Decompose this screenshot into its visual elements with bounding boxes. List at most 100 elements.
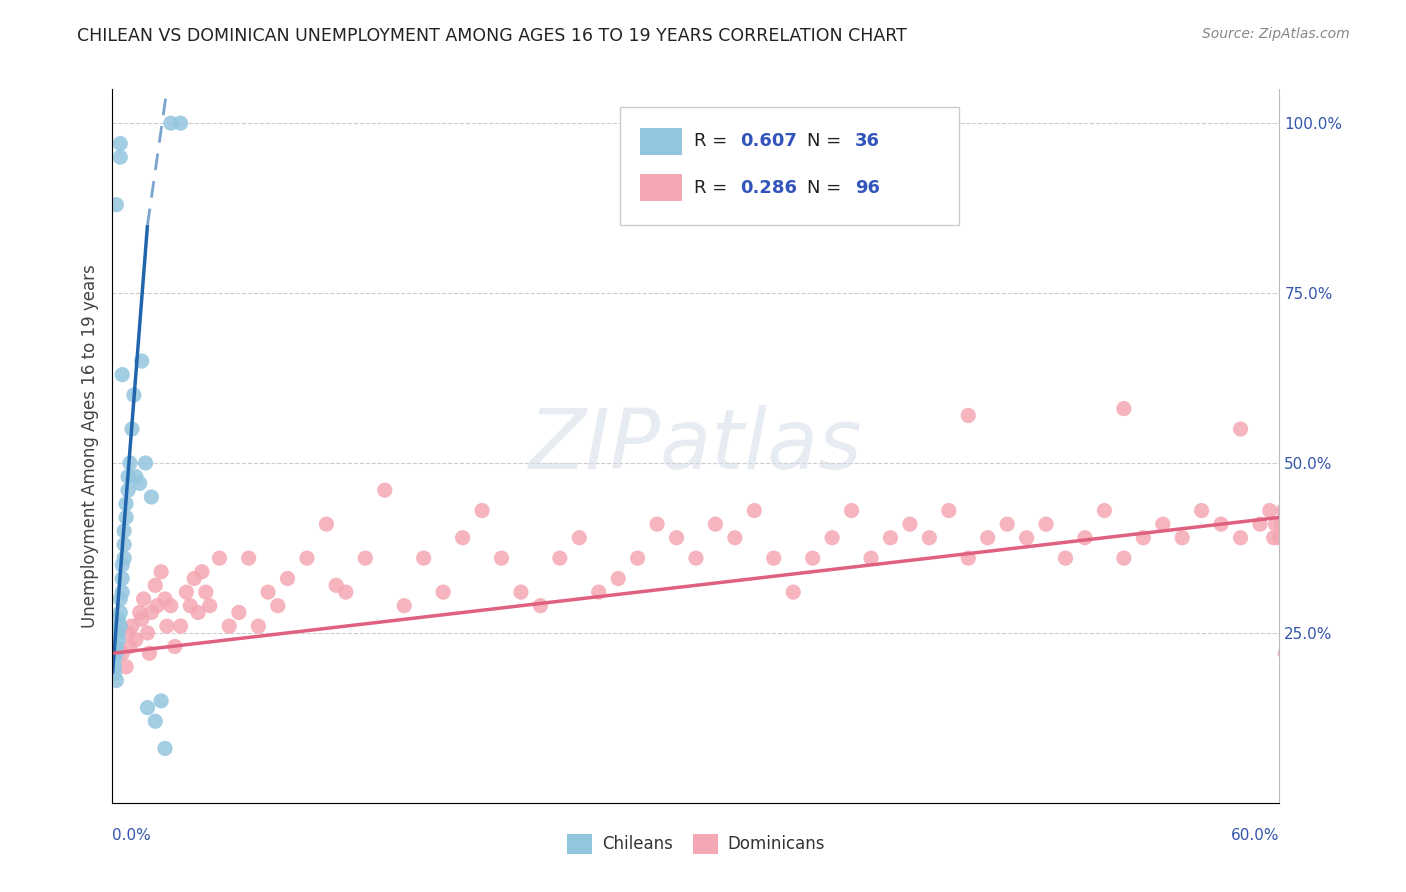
Point [169,619,191,633]
Point [115,497,138,511]
Point [138,646,160,660]
Point [529,599,551,613]
Point [860,551,883,566]
Point [1272,503,1295,517]
Point [112,524,135,538]
Point [898,517,921,532]
Point [183,572,205,586]
Point [228,606,250,620]
Point [117,626,139,640]
Point [801,551,824,566]
Point [198,599,221,613]
Point [548,551,571,566]
Point [121,422,143,436]
Point [1015,531,1038,545]
Point [111,572,134,586]
Point [163,640,186,654]
Point [103,666,125,681]
Point [125,469,148,483]
Point [110,619,132,633]
Point [238,551,260,566]
Text: R =: R = [693,132,733,150]
Point [1112,401,1135,416]
Point [115,660,138,674]
Point [744,503,766,517]
Point [136,626,159,640]
Text: N =: N = [807,132,846,150]
Point [938,503,960,517]
Point [131,612,153,626]
Point [160,116,183,130]
Point [325,578,347,592]
Point [141,490,163,504]
Point [131,354,153,368]
Point [117,483,139,498]
Point [841,503,863,517]
Text: 60.0%: 60.0% [1232,828,1279,843]
Point [110,136,132,151]
Point [257,585,280,599]
Point [724,531,747,545]
Point [160,599,183,613]
Point [111,558,134,572]
Point [1263,531,1285,545]
Point [1274,646,1296,660]
Point [105,646,128,660]
Point [315,517,337,532]
Point [394,599,416,613]
Point [128,606,150,620]
Point [276,572,298,586]
FancyBboxPatch shape [640,174,682,202]
Point [645,517,668,532]
Point [568,531,591,545]
Point [105,640,128,654]
Point [176,585,198,599]
Point [118,456,141,470]
Point [153,591,176,606]
Point [115,510,138,524]
Point [267,599,290,613]
Point [762,551,785,566]
FancyBboxPatch shape [640,128,682,155]
Point [1258,503,1281,517]
Point [685,551,707,566]
Text: 36: 36 [855,132,880,150]
FancyBboxPatch shape [620,107,959,225]
Point [110,150,132,164]
Point [879,531,901,545]
Point [1112,551,1135,566]
Point [471,503,494,517]
Point [194,585,217,599]
Point [112,551,135,566]
Point [1074,531,1097,545]
Point [1132,531,1154,545]
Point [957,551,980,566]
Text: 0.0%: 0.0% [112,828,152,843]
Point [782,585,804,599]
Point [135,456,157,470]
Point [957,409,980,423]
Point [191,565,214,579]
Point [110,606,132,620]
Point [153,741,176,756]
Point [1035,517,1057,532]
Point [1229,531,1251,545]
Point [107,612,129,626]
Point [1152,517,1174,532]
Point [995,517,1018,532]
Text: 0.607: 0.607 [741,132,797,150]
Text: N =: N = [807,178,846,196]
Point [208,551,231,566]
Text: ZIPatlas: ZIPatlas [529,406,863,486]
Point [187,606,209,620]
Point [122,388,145,402]
Point [117,469,139,483]
Point [111,585,134,599]
Point [156,619,179,633]
Point [128,476,150,491]
Point [143,714,166,729]
Point [247,619,270,633]
Point [665,531,688,545]
Legend: Chileans, Dominicans: Chileans, Dominicans [558,825,834,863]
Point [295,551,318,566]
